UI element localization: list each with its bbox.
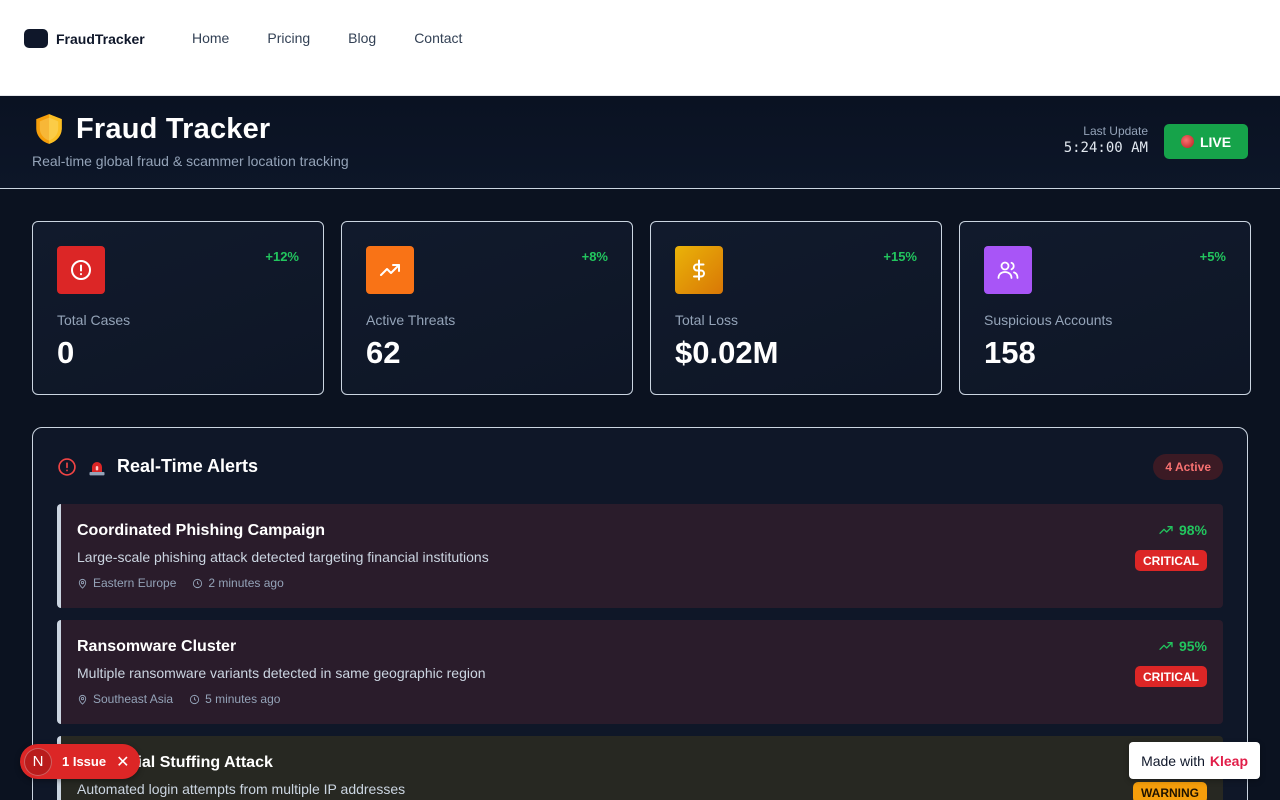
alert-title: Ransomware Cluster bbox=[77, 638, 237, 655]
last-update: Last Update 5:24:00 AM bbox=[1064, 124, 1148, 156]
alert-score-value: 95% bbox=[1178, 638, 1207, 654]
alerts-title: Real-Time Alerts bbox=[117, 456, 259, 476]
siren-icon bbox=[89, 461, 105, 475]
stats-row: +12% Total Cases 0 +8% Active Threats 62… bbox=[32, 221, 1251, 395]
stat-card-total-loss: +15% Total Loss $0.02M bbox=[650, 221, 942, 395]
nav-link-pricing[interactable]: Pricing bbox=[267, 30, 311, 46]
severity-badge: CRITICAL bbox=[1135, 550, 1207, 571]
stat-value: 158 bbox=[984, 335, 1036, 370]
alert-circle-icon bbox=[58, 457, 76, 476]
clock-icon bbox=[189, 694, 200, 704]
severity-badge: CRITICAL bbox=[1135, 666, 1207, 687]
trending-up-icon bbox=[1159, 642, 1173, 650]
stat-card-active-threats: +8% Active Threats 62 bbox=[341, 221, 633, 395]
top-nav: FraudTracker Home Pricing Blog Contact bbox=[0, 0, 1280, 96]
stat-label: Total Loss bbox=[675, 312, 739, 328]
active-count-badge: 4 Active bbox=[1153, 454, 1223, 480]
alerts-header: Real-Time Alerts bbox=[57, 456, 258, 477]
map-pin-icon bbox=[78, 694, 87, 705]
brand[interactable]: FraudTracker bbox=[24, 29, 145, 48]
alert-description: Automated login attempts from multiple I… bbox=[77, 781, 406, 797]
alert-location: Eastern Europe bbox=[77, 576, 176, 590]
alert-meta: Eastern Europe 2 minutes ago bbox=[77, 576, 284, 590]
stat-card-total-cases: +12% Total Cases 0 bbox=[32, 221, 324, 395]
alert-item[interactable]: Ransomware Cluster Multiple ransomware v… bbox=[57, 620, 1223, 724]
issue-count: 1 Issue bbox=[62, 754, 107, 769]
brand-logo-icon bbox=[24, 29, 48, 48]
live-dot-icon bbox=[1180, 135, 1194, 148]
made-with-brand: Kleap bbox=[1209, 752, 1248, 769]
last-update-label: Last Update bbox=[1083, 124, 1148, 138]
trending-up-icon bbox=[1159, 526, 1173, 534]
issue-indicator[interactable]: N 1 Issue ✕ bbox=[20, 744, 140, 779]
issue-letter: N bbox=[32, 753, 44, 770]
stat-label: Total Cases bbox=[57, 312, 131, 328]
severity-badge: WARNING bbox=[1133, 782, 1207, 800]
stat-change: +8% bbox=[581, 249, 608, 264]
page-title: Fraud Tracker bbox=[76, 112, 271, 145]
alert-time-text: 2 minutes ago bbox=[208, 576, 284, 590]
stat-value: $0.02M bbox=[675, 335, 779, 370]
alert-location-text: Eastern Europe bbox=[93, 576, 177, 590]
nav-link-contact[interactable]: Contact bbox=[414, 30, 463, 46]
page-title-row: Fraud Tracker bbox=[32, 112, 270, 146]
brand-name: FraudTracker bbox=[56, 30, 145, 47]
made-with-prefix: Made with bbox=[1141, 752, 1205, 769]
stat-change: +12% bbox=[265, 249, 299, 264]
alert-item[interactable]: Credential Stuffing Attack Automated log… bbox=[57, 736, 1223, 800]
live-label: LIVE bbox=[1199, 133, 1232, 150]
dashboard-header: Fraud Tracker Real-time global fraud & s… bbox=[0, 96, 1280, 189]
alert-score: 98% bbox=[1158, 522, 1207, 538]
alert-score: 95% bbox=[1158, 638, 1207, 654]
alert-description: Large-scale phishing attack detected tar… bbox=[77, 549, 489, 565]
alert-circle-icon bbox=[57, 246, 105, 294]
stat-value: 62 bbox=[366, 335, 401, 370]
stat-label: Suspicious Accounts bbox=[984, 312, 1113, 328]
next-logo-icon: N bbox=[24, 747, 52, 776]
trending-up-icon bbox=[366, 246, 414, 294]
close-icon[interactable]: ✕ bbox=[116, 753, 130, 771]
alert-meta: Southeast Asia 5 minutes ago bbox=[77, 692, 280, 706]
dollar-icon bbox=[675, 246, 723, 294]
alert-location: Southeast Asia bbox=[77, 692, 173, 706]
alert-score-value: 98% bbox=[1178, 522, 1207, 538]
alert-time: 2 minutes ago bbox=[192, 576, 284, 590]
nav-link-blog[interactable]: Blog bbox=[348, 30, 377, 46]
users-icon bbox=[984, 246, 1032, 294]
shield-icon bbox=[36, 114, 62, 144]
alert-time: 5 minutes ago bbox=[189, 692, 280, 706]
stat-change: +15% bbox=[883, 249, 917, 264]
alert-description: Multiple ransomware variants detected in… bbox=[77, 665, 486, 681]
stat-label: Active Threats bbox=[366, 312, 456, 328]
stat-change: +5% bbox=[1199, 249, 1226, 264]
map-pin-icon bbox=[78, 578, 87, 589]
stat-value: 0 bbox=[57, 335, 75, 370]
alert-item[interactable]: Coordinated Phishing Campaign Large-scal… bbox=[57, 504, 1223, 608]
last-update-time: 5:24:00 AM bbox=[1063, 140, 1148, 156]
clock-icon bbox=[193, 578, 203, 588]
live-button[interactable]: LIVE bbox=[1164, 124, 1248, 159]
made-with-badge[interactable]: Made with Kleap bbox=[1129, 742, 1260, 779]
alert-time-text: 5 minutes ago bbox=[205, 692, 281, 706]
nav-links: Home Pricing Blog Contact bbox=[192, 30, 462, 46]
nav-link-home[interactable]: Home bbox=[192, 30, 230, 46]
alert-title: Coordinated Phishing Campaign bbox=[77, 522, 326, 539]
alert-location-text: Southeast Asia bbox=[93, 692, 174, 706]
stat-card-suspicious-accounts: +5% Suspicious Accounts 158 bbox=[959, 221, 1251, 395]
alerts-panel: Real-Time Alerts 4 Active Coordinated Ph… bbox=[32, 427, 1248, 800]
page-subtitle: Real-time global fraud & scammer locatio… bbox=[32, 153, 349, 169]
